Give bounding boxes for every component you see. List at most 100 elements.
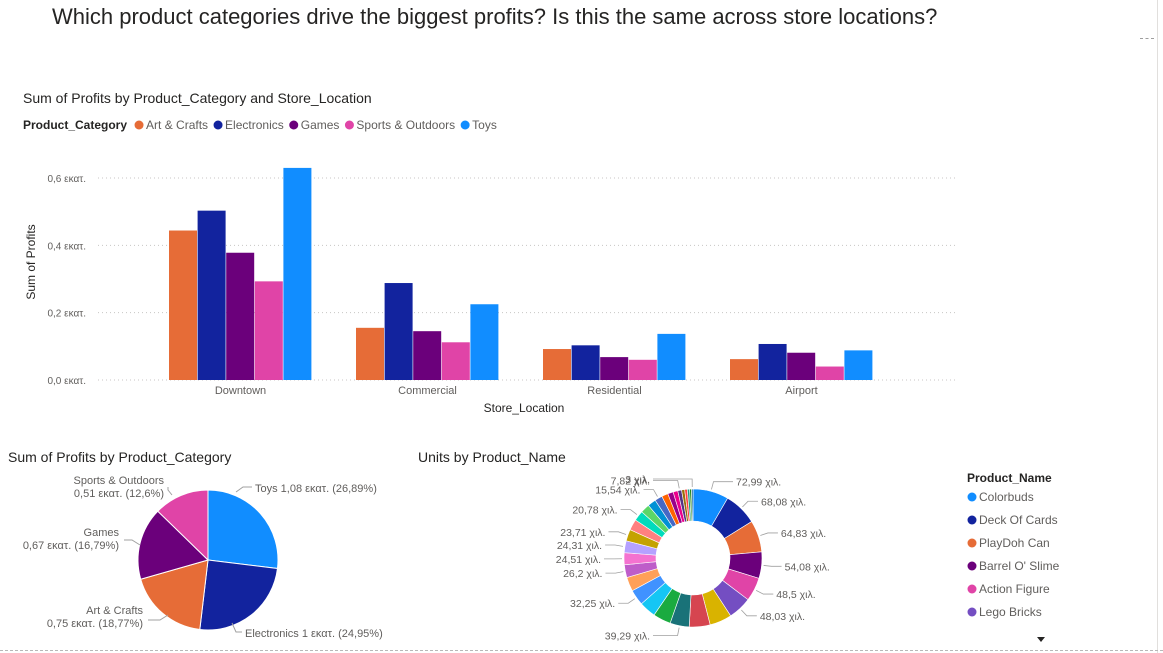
legend-marker xyxy=(967,538,977,548)
leader-line xyxy=(167,487,173,496)
bar-downtown-5[interactable] xyxy=(283,167,312,380)
bar-chart[interactable]: Product_Category Art & Crafts Electronics G… xyxy=(0,110,1000,420)
leader-line xyxy=(760,532,778,536)
donut-label: 68,08 χιλ. xyxy=(761,496,806,508)
leader-line xyxy=(605,571,624,574)
legend-title: Product_Category xyxy=(23,118,127,132)
legend-marker xyxy=(134,120,144,130)
bar-residential-4[interactable] xyxy=(628,359,657,380)
legend-title: Product_Name xyxy=(967,471,1052,485)
bar-commercial-5[interactable] xyxy=(470,304,499,380)
x-tick-label: Residential xyxy=(587,385,641,397)
bar-downtown-3[interactable] xyxy=(226,252,255,380)
legend-scroll-down-icon[interactable] xyxy=(1037,637,1045,642)
bar-commercial-4[interactable] xyxy=(441,342,470,380)
pie-label-games: 0,67 εκατ. (16,79%) xyxy=(23,540,119,552)
leader-line xyxy=(124,539,141,546)
bar-residential-1[interactable] xyxy=(543,349,571,380)
units-donut-chart[interactable]: 72,99 χιλ. 68,08 χιλ. 64,83 χιλ. 54,08 χιλ.… xyxy=(540,465,870,650)
donut-label: 39,29 χιλ. xyxy=(605,630,650,642)
donut-label: 20,78 χιλ. xyxy=(572,505,617,517)
leader-line xyxy=(148,614,169,621)
donut-chart-title: Units by Product_Name xyxy=(418,449,566,465)
leader-line xyxy=(763,565,782,567)
bar-airport-2[interactable] xyxy=(758,343,787,380)
category-pie-chart[interactable]: Toys 1,08 εκατ. (26,89%) Electronics 1 εκ… xyxy=(0,465,410,650)
legend-item-2[interactable]: Deck Of Cards xyxy=(979,513,1058,527)
bar-airport-3[interactable] xyxy=(787,352,816,380)
y-tick-label: 0,0 εκατ. xyxy=(47,376,86,387)
legend-marker xyxy=(967,584,977,594)
pie-chart-title: Sum of Profits by Product_Category xyxy=(8,449,232,465)
leader-line xyxy=(741,609,757,617)
pie-label-art-crafts: 0,75 εκατ. (18,77%) xyxy=(47,618,143,630)
bar-commercial-3[interactable] xyxy=(413,331,442,380)
bar-airport-1[interactable] xyxy=(730,359,758,380)
donut-label: 15,54 χιλ. xyxy=(595,485,640,497)
legend-item-5[interactable]: Action Figure xyxy=(979,582,1050,596)
pie-label-sports-outdoors: Sports & Outdoors xyxy=(74,475,165,487)
x-tick-label: Downtown xyxy=(215,385,266,397)
legend-item-3[interactable]: PlayDoh Can xyxy=(979,536,1050,550)
leader-line xyxy=(620,509,638,515)
y-tick-label: 0,4 εκατ. xyxy=(47,241,86,252)
donut-label: 48,5 χιλ. xyxy=(776,589,815,601)
legend-marker xyxy=(967,492,977,502)
donut-label: 72,99 χιλ. xyxy=(736,477,781,489)
pie-slice-4[interactable] xyxy=(137,510,209,580)
legend-marker xyxy=(289,120,299,130)
legend-item-4[interactable]: Sports & Outdoors xyxy=(356,118,455,132)
bar-downtown-1[interactable] xyxy=(169,230,197,380)
leader-line xyxy=(643,489,658,497)
legend-item-6[interactable]: Lego Bricks xyxy=(979,605,1042,619)
bar-airport-4[interactable] xyxy=(815,366,844,380)
legend-marker xyxy=(213,120,223,130)
donut-label: 26,2 χιλ. xyxy=(563,568,602,580)
legend-item-3[interactable]: Games xyxy=(301,118,340,132)
leader-line xyxy=(653,480,680,489)
donut-label: 64,83 χιλ. xyxy=(781,528,826,540)
donut-label: 32,25 χιλ. xyxy=(570,598,615,610)
pie-label-games: Games xyxy=(84,527,120,539)
pie-slice-2[interactable] xyxy=(199,559,279,631)
donut-label: 3 χιλ. xyxy=(625,474,650,486)
bar-residential-3[interactable] xyxy=(600,357,629,380)
y-tick-label: 0,2 εκατ. xyxy=(47,309,86,320)
legend-item-2[interactable]: Electronics xyxy=(225,118,284,132)
legend-marker xyxy=(967,607,977,617)
visual-corner-mark xyxy=(1140,38,1154,39)
legend-item-5[interactable]: Toys xyxy=(472,118,497,132)
leader-line xyxy=(742,500,758,508)
bar-residential-2[interactable] xyxy=(571,345,600,380)
leader-line xyxy=(711,481,733,490)
donut-slice-31[interactable] xyxy=(691,488,694,522)
legend-item-4[interactable]: Barrel O' Slime xyxy=(979,559,1060,573)
bar-airport-5[interactable] xyxy=(844,350,873,380)
donut-label: 48,03 χιλ. xyxy=(760,611,805,623)
bar-downtown-4[interactable] xyxy=(254,281,283,380)
pie-slice-5[interactable] xyxy=(157,489,209,562)
x-axis-label: Store_Location xyxy=(484,401,565,415)
donut-label: 54,08 χιλ. xyxy=(785,561,830,573)
pie-slice-1[interactable] xyxy=(207,489,279,570)
product-name-legend[interactable]: Product_Name Colorbuds Deck Of Cards PlayDo… xyxy=(958,465,1078,650)
leader-line xyxy=(653,478,693,488)
donut-label: 7,82 χιλ. xyxy=(611,475,650,487)
legend-marker xyxy=(344,120,354,130)
pie-label-sports-outdoors: 0,51 εκατ. (12,6%) xyxy=(74,488,164,500)
leader-line xyxy=(608,531,627,535)
pie-slice-3[interactable] xyxy=(140,559,209,631)
bar-downtown-2[interactable] xyxy=(197,210,226,380)
leader-line xyxy=(618,598,636,604)
bar-commercial-2[interactable] xyxy=(384,283,413,380)
legend-item-1[interactable]: Colorbuds xyxy=(979,490,1034,504)
legend-item-1[interactable]: Art & Crafts xyxy=(146,118,208,132)
leader-line xyxy=(235,486,252,493)
legend-marker xyxy=(967,515,977,525)
pie-label-electronics: Electronics 1 εκατ. (24,95%) xyxy=(245,628,383,640)
donut-label: 24,51 χιλ. xyxy=(556,554,601,566)
bar-residential-5[interactable] xyxy=(657,333,686,380)
legend-marker xyxy=(967,561,977,571)
bar-commercial-1[interactable] xyxy=(356,327,384,380)
pie-label-art-crafts: Art & Crafts xyxy=(86,605,143,617)
